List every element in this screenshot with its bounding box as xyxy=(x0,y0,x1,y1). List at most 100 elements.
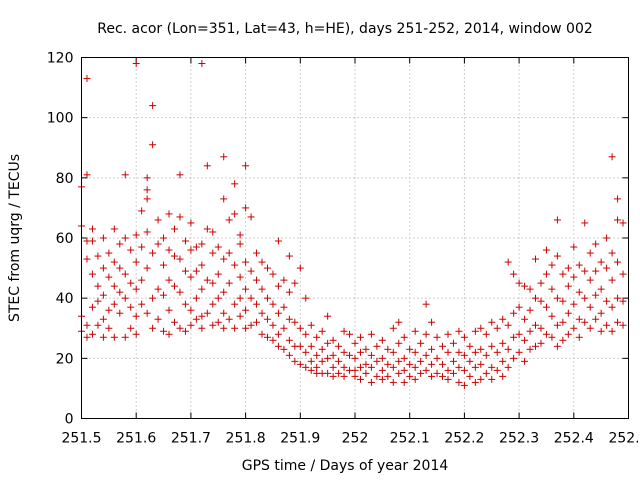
data-point xyxy=(378,336,386,344)
data-point xyxy=(510,354,518,362)
data-point xyxy=(187,306,195,314)
data-point xyxy=(176,213,184,221)
data-point xyxy=(99,234,107,242)
data-point xyxy=(236,273,244,281)
data-point xyxy=(187,273,195,281)
data-point xyxy=(444,348,452,356)
data-point xyxy=(143,264,151,272)
data-point xyxy=(307,342,315,350)
data-point xyxy=(149,141,157,149)
data-point xyxy=(302,330,310,338)
data-point xyxy=(138,243,146,251)
data-point xyxy=(181,327,189,335)
data-point xyxy=(515,348,523,356)
data-point xyxy=(242,285,250,293)
data-point xyxy=(132,60,140,68)
data-point xyxy=(411,363,419,371)
data-point xyxy=(110,282,118,290)
data-point xyxy=(466,372,474,380)
data-point xyxy=(428,318,436,326)
data-point xyxy=(488,318,496,326)
data-point xyxy=(614,195,622,203)
data-point xyxy=(269,300,277,308)
data-point xyxy=(575,333,583,341)
data-point xyxy=(537,339,545,347)
data-point xyxy=(586,276,594,284)
x-tick-label: 252 xyxy=(342,431,369,447)
data-point xyxy=(220,255,228,263)
data-point xyxy=(449,369,457,377)
data-point xyxy=(318,357,326,365)
data-point xyxy=(253,300,261,308)
data-point xyxy=(307,357,315,365)
data-point xyxy=(526,345,534,353)
data-point xyxy=(384,372,392,380)
data-point xyxy=(116,240,124,248)
data-point xyxy=(384,360,392,368)
data-point xyxy=(482,330,490,338)
data-point xyxy=(329,336,337,344)
data-point xyxy=(285,351,293,359)
data-point xyxy=(88,303,96,311)
data-point xyxy=(192,315,200,323)
data-point xyxy=(340,372,348,380)
data-point xyxy=(170,252,178,260)
data-point xyxy=(154,240,162,248)
data-point xyxy=(88,237,96,245)
data-point xyxy=(329,363,337,371)
data-point xyxy=(592,240,600,248)
data-point xyxy=(160,291,168,299)
data-point xyxy=(231,324,239,332)
data-point xyxy=(165,246,173,254)
data-point xyxy=(149,249,157,257)
data-point xyxy=(83,75,91,83)
data-point xyxy=(488,375,496,383)
data-point xyxy=(455,327,463,335)
data-point xyxy=(603,321,611,329)
data-point xyxy=(88,270,96,278)
data-point xyxy=(619,219,627,227)
data-point xyxy=(231,210,239,218)
data-point xyxy=(198,312,206,320)
data-point xyxy=(433,369,441,377)
data-point xyxy=(132,285,140,293)
data-point xyxy=(614,294,622,302)
data-point xyxy=(504,345,512,353)
data-point xyxy=(466,357,474,365)
data-point xyxy=(247,213,255,221)
data-point xyxy=(428,345,436,353)
data-point xyxy=(94,321,102,329)
data-point xyxy=(160,234,168,242)
data-point xyxy=(367,378,375,386)
data-point xyxy=(313,333,321,341)
data-point xyxy=(236,312,244,320)
data-point xyxy=(356,363,364,371)
data-point xyxy=(564,309,572,317)
data-point xyxy=(504,363,512,371)
data-point xyxy=(378,366,386,374)
data-point xyxy=(488,342,496,350)
data-point xyxy=(83,255,91,263)
data-point xyxy=(274,342,282,350)
data-point xyxy=(608,153,616,161)
data-point xyxy=(559,297,567,305)
data-point xyxy=(488,363,496,371)
data-point xyxy=(356,333,364,341)
data-point xyxy=(406,360,414,368)
data-point xyxy=(263,315,271,323)
data-point xyxy=(187,219,195,227)
data-point xyxy=(285,336,293,344)
data-point xyxy=(564,264,572,272)
data-point xyxy=(203,309,211,317)
data-point xyxy=(521,357,529,365)
data-point xyxy=(614,318,622,326)
data-point xyxy=(269,321,277,329)
data-point xyxy=(389,324,397,332)
data-point xyxy=(138,276,146,284)
data-point xyxy=(384,345,392,353)
data-point xyxy=(138,207,146,215)
data-point xyxy=(187,246,195,254)
data-point xyxy=(274,309,282,317)
data-point xyxy=(411,375,419,383)
data-point xyxy=(422,351,430,359)
